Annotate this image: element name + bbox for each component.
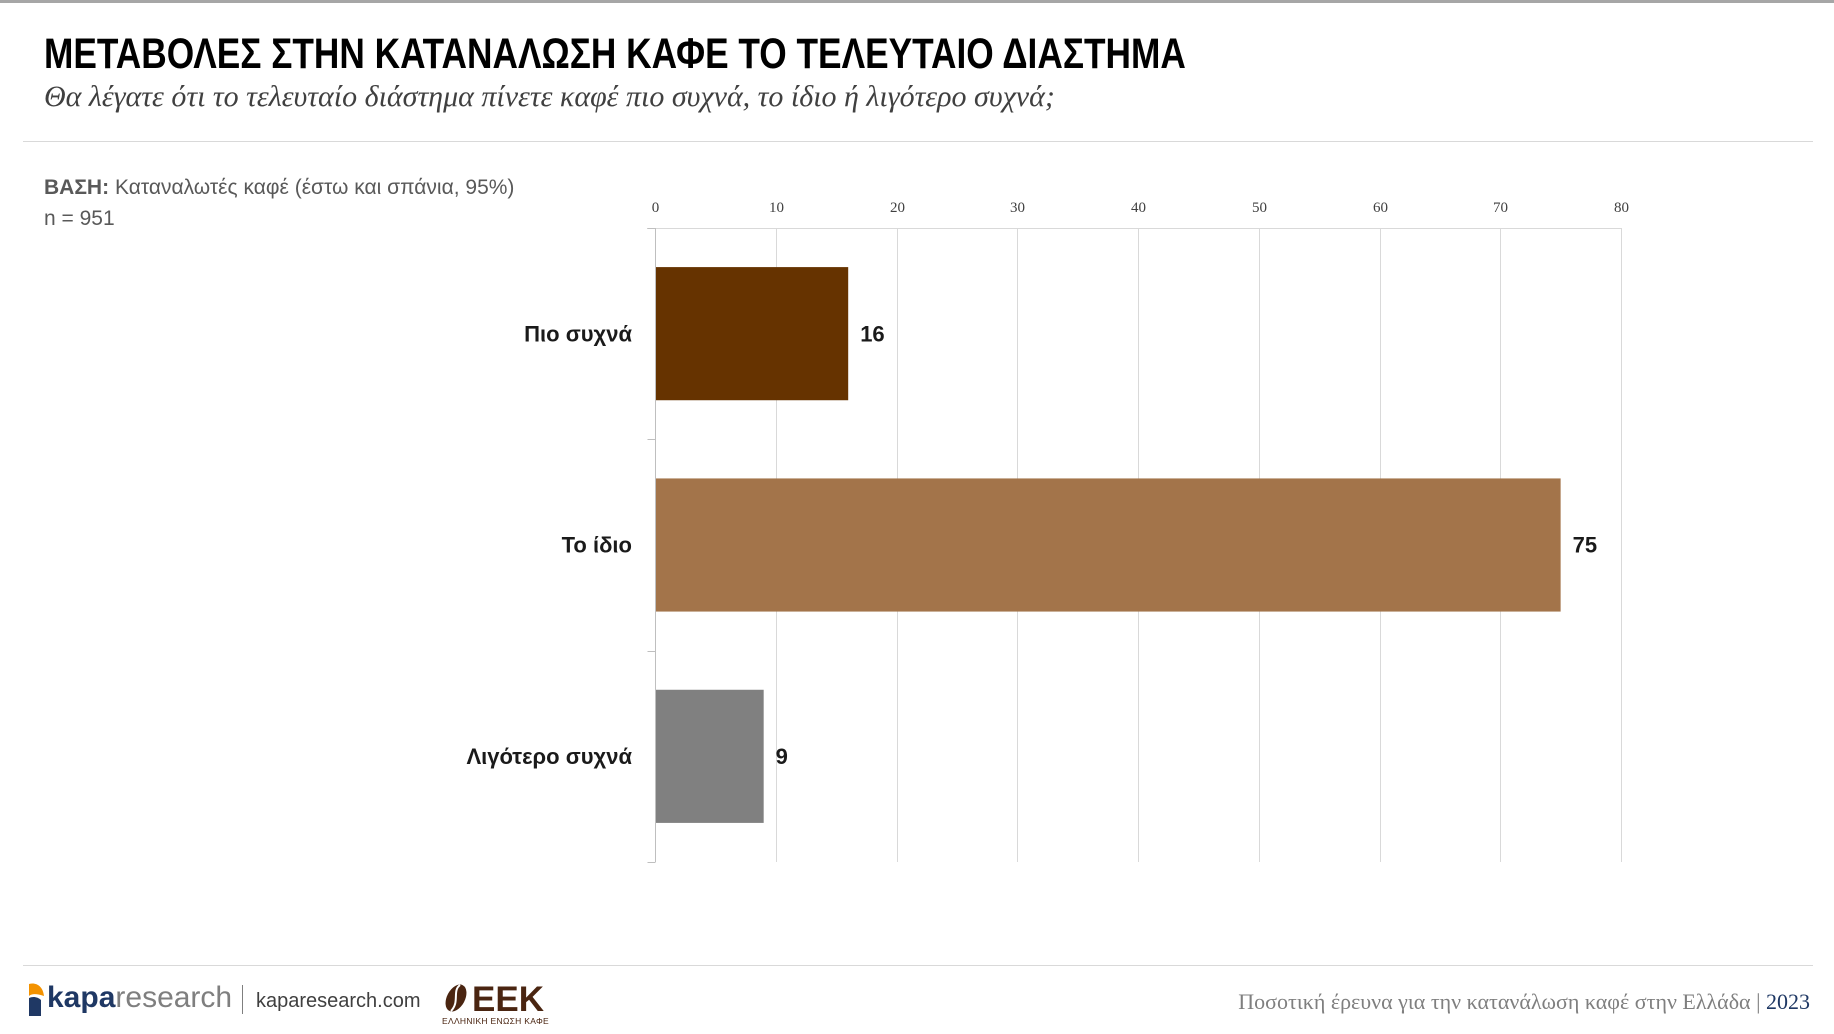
eek-logo-letters: ΕΕΚ: [472, 980, 544, 1019]
bar-category-2: [656, 689, 764, 823]
x-tick-label-40: 40: [1131, 200, 1146, 216]
page-title: ΜΕΤΑΒΟΛΕΣ ΣΤΗΝ ΚΑΤΑΝΑΛΩΣΗ ΚΑΦΕ ΤΟ ΤΕΛΕΥΤ…: [44, 30, 1186, 78]
kapa-wordmark-bold: kapa: [47, 981, 116, 1014]
bar-category-0: [656, 267, 849, 401]
kapa-research-logo: kaparesearch: [47, 983, 232, 1013]
kapa-wordmark-light: research: [115, 981, 233, 1014]
base-label: ΒΑΣΗ:: [44, 176, 110, 199]
x-tick-label-80: 80: [1614, 200, 1629, 216]
coffee-bean-icon: [445, 984, 467, 1012]
website-text: kaparesearch.com: [256, 990, 421, 1012]
footer-year: 2023: [1766, 989, 1810, 1014]
category-label-0: Πιο συχνά: [524, 321, 632, 346]
category-label-2: Λιγότερο συχνά: [466, 744, 632, 769]
x-tick-label-50: 50: [1252, 200, 1267, 216]
x-tick-label-30: 30: [1010, 200, 1025, 216]
x-tick-label-10: 10: [769, 200, 784, 216]
category-label-1: Το ίδιο: [562, 533, 632, 558]
eek-logo-tagline: ΕΛΛΗΝΙΚΗ ΕΝΩΣΗ ΚΑΦΕ: [442, 1016, 549, 1026]
kapa-logo-mark-icon: [29, 983, 44, 1016]
caption-separator: |: [1756, 989, 1761, 1014]
header-divider: [23, 141, 1813, 142]
value-label-2: 9: [776, 744, 788, 769]
base-note: ΒΑΣΗ: Καταναλωτές καφέ (έστω και σπάνια,…: [44, 177, 514, 198]
logo-divider: [242, 985, 243, 1014]
survey-question: Θα λέγατε ότι το τελευταίο διάστημα πίνε…: [44, 80, 1055, 113]
survey-caption: Ποσοτική έρευνα για την κατανάλωση καφέ …: [1238, 991, 1810, 1013]
top-border: [0, 0, 1834, 3]
sample-size: n = 951: [44, 207, 115, 230]
survey-caption-text: Ποσοτική έρευνα για την κατανάλωση καφέ …: [1238, 989, 1751, 1014]
bar-category-1: [656, 478, 1561, 612]
value-label-0: 16: [860, 321, 884, 346]
value-label-1: 75: [1573, 533, 1597, 558]
footer-divider: [23, 965, 1813, 966]
x-tick-label-0: 0: [652, 200, 660, 216]
x-tick-label-60: 60: [1373, 200, 1388, 216]
x-tick-label-70: 70: [1493, 200, 1508, 216]
base-description: Καταναλωτές καφέ (έστω και σπάνια, 95%): [114, 176, 515, 199]
x-tick-label-20: 20: [890, 200, 905, 216]
